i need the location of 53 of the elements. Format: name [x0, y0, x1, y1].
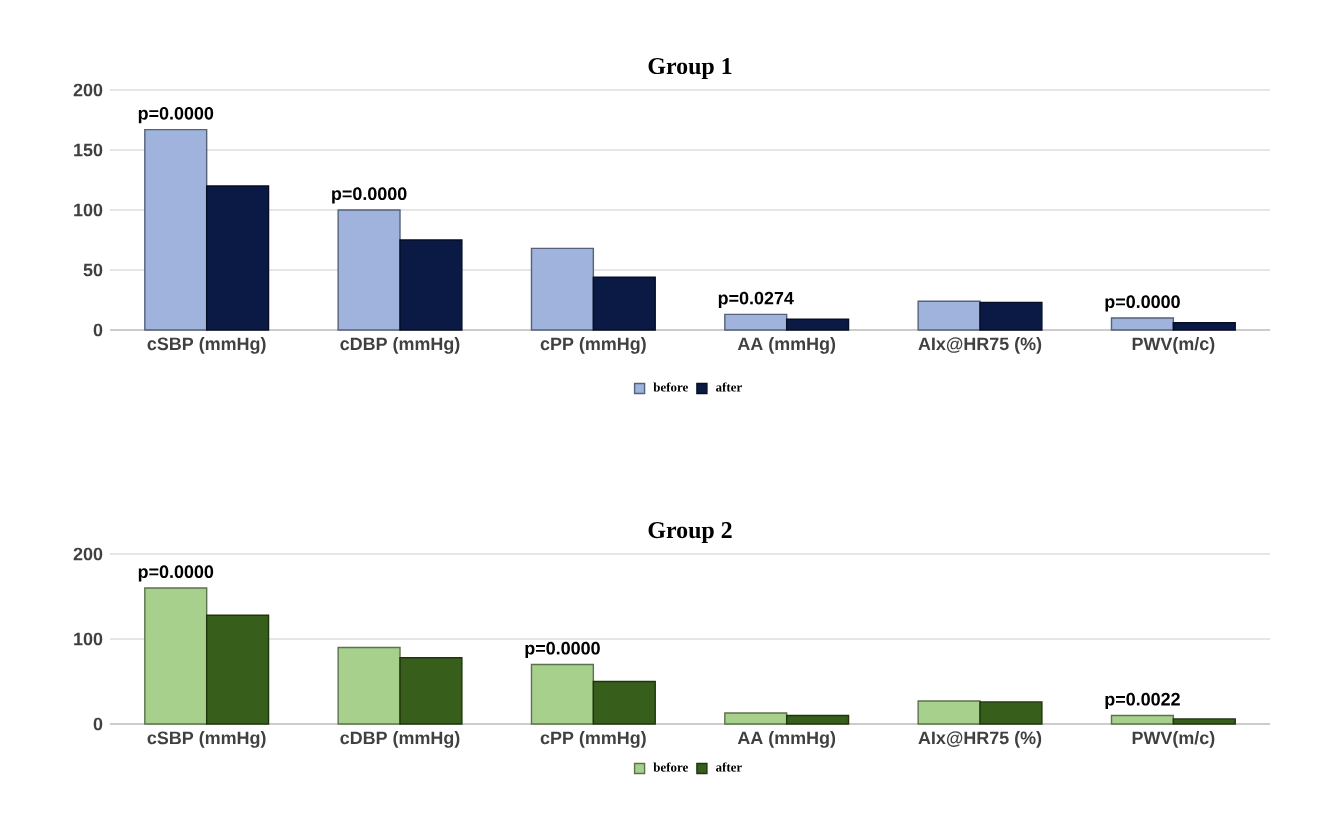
bar: [337, 646, 401, 725]
x-tick-label: AA (mmHg): [737, 337, 836, 354]
bar: [337, 209, 401, 331]
annotation: p=0.0274: [718, 291, 794, 308]
x-tick-label: cPP (mmHg): [540, 337, 646, 354]
bar: [979, 701, 1043, 725]
bar: [724, 313, 788, 331]
bar: [205, 185, 270, 331]
bar: [1172, 322, 1236, 331]
x-tick-label: AIx@HR75 (%): [918, 337, 1042, 354]
x-tick-label: cDBP (mmHg): [340, 731, 460, 748]
y-tick-label: 0: [93, 717, 103, 731]
x-tick-label: cSBP (mmHg): [147, 731, 266, 748]
y-tick-label: 150: [74, 143, 103, 157]
chart-title: Group 2: [648, 522, 732, 544]
x-tick-label: cSBP (mmHg): [147, 337, 266, 354]
chart-title: Group 1: [648, 58, 732, 79]
annotation: p=0.0000: [138, 565, 214, 582]
bar: [1110, 317, 1175, 331]
y-tick-label: 0: [93, 323, 103, 337]
bar: [205, 614, 270, 725]
y-tick-label: 100: [74, 632, 103, 646]
x-tick-label: AA (mmHg): [737, 731, 836, 748]
annotation: p=0.0000: [138, 106, 214, 124]
bar: [917, 700, 981, 725]
bar: [724, 712, 788, 725]
bar: [530, 247, 595, 331]
annotation: p=0.0022: [1105, 692, 1180, 710]
x-tick-label: AIx@HR75 (%): [918, 731, 1042, 748]
bar: [785, 714, 850, 725]
x-tick-label: PWV(m/c): [1132, 731, 1215, 748]
y-tick-label: 200: [73, 547, 103, 561]
bar: [1172, 718, 1236, 725]
annotation: p=0.0000: [525, 641, 600, 659]
y-tick-label: 100: [74, 203, 103, 217]
x-tick-label: cDBP (mmHg): [340, 337, 460, 354]
bar: [917, 300, 981, 331]
annotation: p=0.0000: [1105, 295, 1180, 312]
bar: [1110, 714, 1175, 725]
bar: [785, 318, 850, 331]
annotation: p=0.0000: [332, 187, 407, 204]
y-tick-label: 200: [73, 83, 103, 97]
bar: [399, 657, 463, 725]
x-tick-label: cPP (mmHg): [540, 731, 646, 748]
bar: [399, 239, 463, 331]
y-tick-label: 50: [83, 263, 103, 277]
bar: [530, 663, 595, 725]
bar: [592, 680, 656, 725]
bar: [592, 276, 656, 331]
x-tick-label: PWV(m/c): [1132, 337, 1215, 354]
bar: [144, 128, 208, 331]
bar: [979, 301, 1043, 331]
bar: [144, 587, 208, 725]
